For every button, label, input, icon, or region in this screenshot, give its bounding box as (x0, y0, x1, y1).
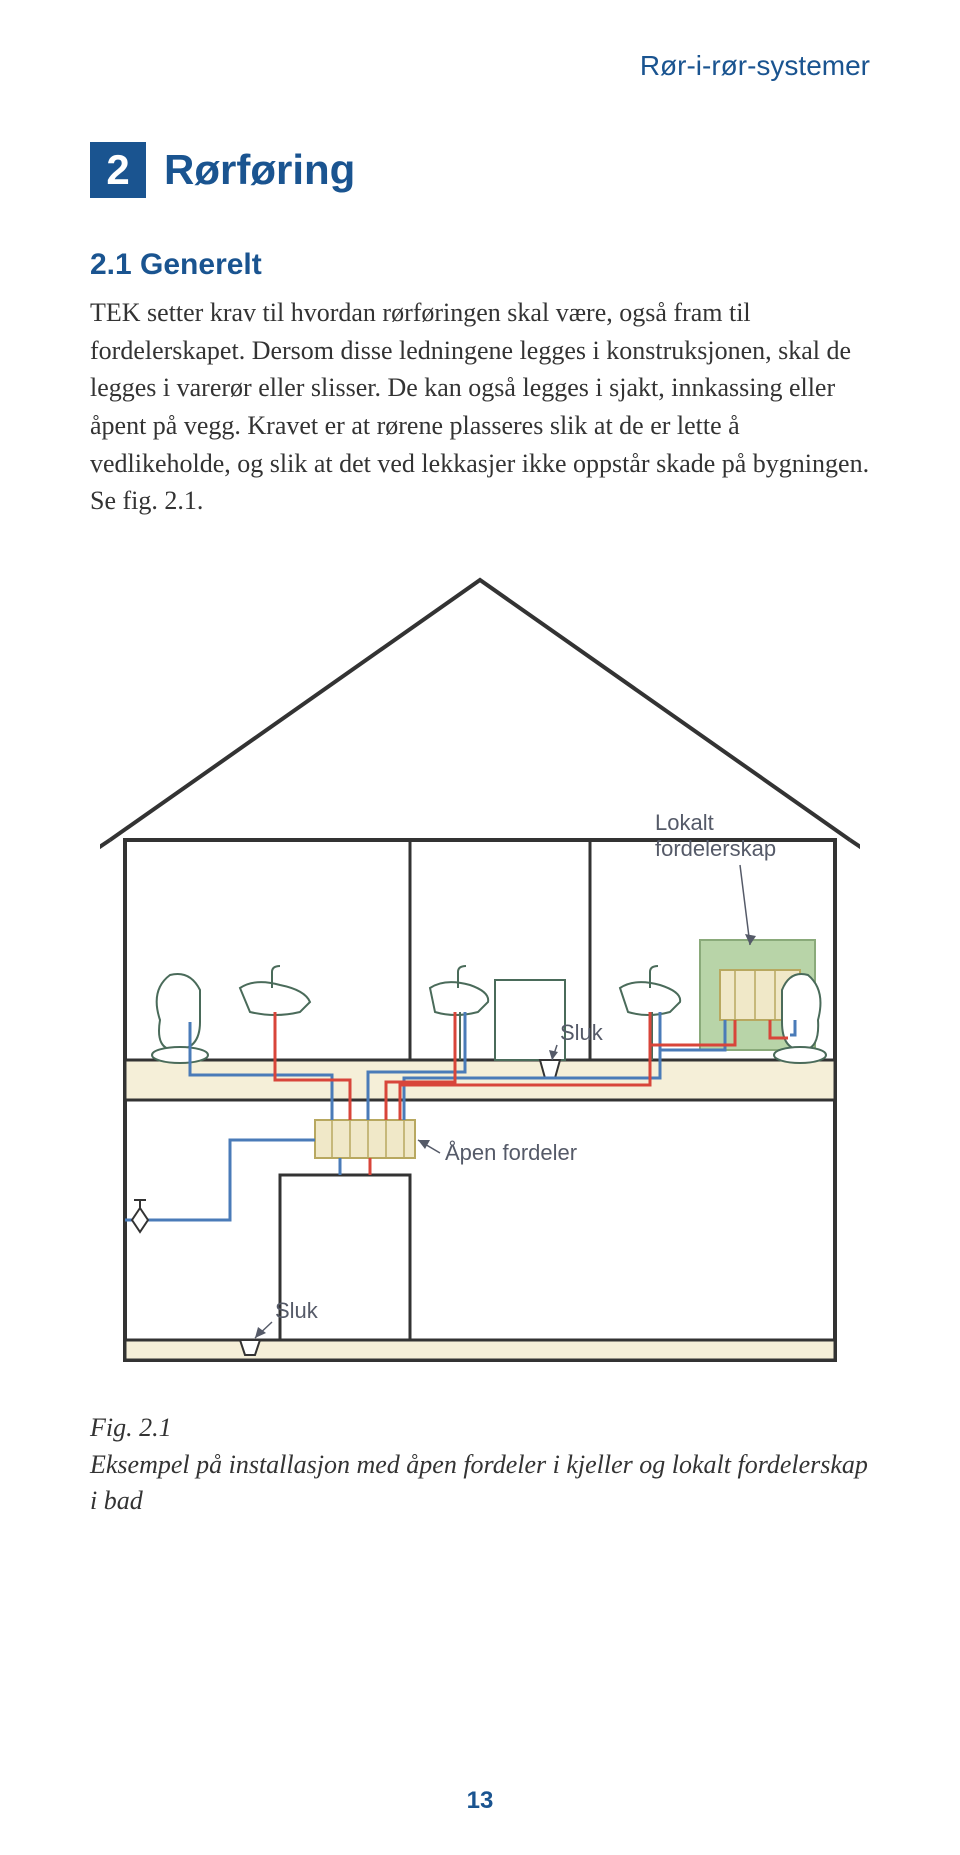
supply-valve (125, 1200, 155, 1232)
label-sluk-lower: Sluk (275, 1298, 319, 1323)
section-heading: 2 Rørføring (90, 142, 870, 198)
label-lokalt: Lokalt (655, 810, 714, 835)
label-apen-fordeler: Åpen fordeler (445, 1140, 577, 1165)
section-title: Rørføring (164, 146, 355, 194)
figure-caption-label: Fig. 2.1 (90, 1413, 172, 1442)
house-plumbing-diagram: Lokalt fordelerskap Sluk Åpen fordeler S… (100, 560, 860, 1380)
page-number: 13 (0, 1787, 960, 1815)
figure-caption: Fig. 2.1 Eksempel på installasjon med åp… (90, 1410, 870, 1519)
label-sluk-upper: Sluk (560, 1020, 604, 1045)
fixture-middle-room (430, 966, 565, 1060)
subsection-title: 2.1 Generelt (90, 248, 870, 282)
section-number-badge: 2 (90, 142, 146, 198)
body-paragraph: TEK setter krav til hvordan rørføringen … (90, 294, 870, 520)
figure-2-1: Lokalt fordelerskap Sluk Åpen fordeler S… (90, 560, 870, 1380)
figure-caption-text: Eksempel på installasjon med åpen fordel… (90, 1450, 868, 1515)
fixture-toilet-left (152, 974, 208, 1063)
running-header: Rør-i-rør-systemer (90, 50, 870, 82)
label-fordelerskap: fordelerskap (655, 836, 776, 861)
